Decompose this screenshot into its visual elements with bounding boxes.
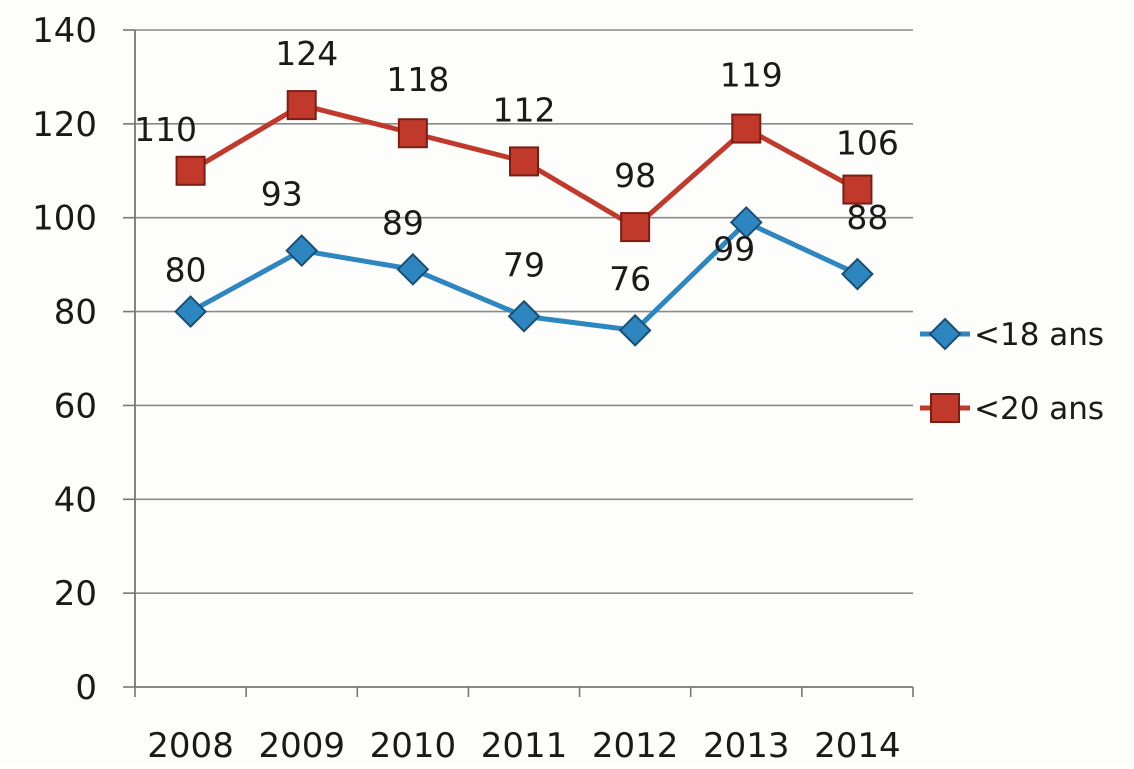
x-tick-label: 2013 — [703, 726, 790, 765]
data-point-2-2013 — [731, 113, 762, 144]
y-tick-label: 20 — [54, 574, 97, 614]
data-label-1-2010: 89 — [382, 203, 424, 242]
axes — [123, 29, 914, 697]
y-tick-labels: 0 20 40 60 80 100 120 140 — [32, 11, 97, 708]
y-tick-label: 40 — [54, 480, 97, 520]
x-tick-labels: 2008 2009 2010 2011 2012 2013 2014 — [147, 726, 901, 766]
data-point-1-2011 — [507, 299, 541, 333]
y-tick-label: 80 — [54, 293, 97, 333]
legend: <18 ans <20 ans — [920, 317, 1104, 427]
data-label-1-2011: 79 — [503, 245, 545, 284]
x-tick-label: 2010 — [370, 726, 457, 765]
data-point-1-2014 — [841, 257, 874, 291]
data-label-2-2010: 118 — [386, 60, 449, 99]
data-label-2-2008: 110 — [134, 110, 197, 149]
legend-marker-2 — [930, 393, 960, 423]
data-point-1-2009 — [285, 234, 319, 267]
x-tick-label: 2012 — [592, 726, 679, 765]
data-point-2-2012 — [620, 212, 651, 243]
x-tick-label: 2008 — [147, 726, 234, 765]
legend-marker-1 — [928, 317, 962, 351]
data-label-1-2014: 88 — [846, 198, 888, 237]
data-label-2-2009: 124 — [275, 34, 338, 73]
data-labels: 80 93 89 79 76 99 88 110 124 118 112 98 119 106 — [134, 34, 899, 298]
data-label-2-2012: 98 — [614, 156, 656, 195]
y-tick-label: 100 — [32, 199, 97, 239]
data-point-1-2010 — [396, 252, 430, 286]
data-label-1-2012: 76 — [609, 259, 651, 298]
data-point-1-2008 — [174, 295, 207, 328]
data-label-2-2013: 119 — [720, 56, 783, 95]
x-tick-label: 2014 — [814, 726, 901, 765]
y-tick-label: 120 — [32, 105, 97, 145]
legend-label-2: <20 ans — [974, 391, 1104, 427]
data-point-1-2013 — [729, 205, 763, 239]
data-point-2-2010 — [397, 118, 428, 149]
data-point-2-2011 — [509, 146, 539, 177]
x-tick-label: 2011 — [481, 726, 568, 765]
data-label-2-2014: 106 — [836, 124, 899, 163]
legend-label-1: <18 ans — [974, 317, 1104, 353]
y-tick-label: 140 — [32, 11, 97, 51]
y-tick-label: 0 — [75, 668, 97, 708]
gridlines — [135, 29, 913, 594]
data-label-1-2013: 99 — [713, 229, 755, 268]
y-tick-label: 60 — [54, 386, 97, 426]
data-point-2-2009 — [286, 90, 317, 121]
data-point-2-2014 — [842, 174, 873, 205]
data-label-2-2011: 112 — [493, 90, 556, 129]
series-group — [174, 90, 874, 347]
x-tick-label: 2009 — [258, 726, 345, 765]
data-label-1-2008: 80 — [165, 251, 207, 290]
data-label-1-2009: 93 — [261, 175, 303, 214]
data-point-2-2008 — [175, 155, 206, 186]
data-point-1-2012 — [618, 313, 652, 347]
